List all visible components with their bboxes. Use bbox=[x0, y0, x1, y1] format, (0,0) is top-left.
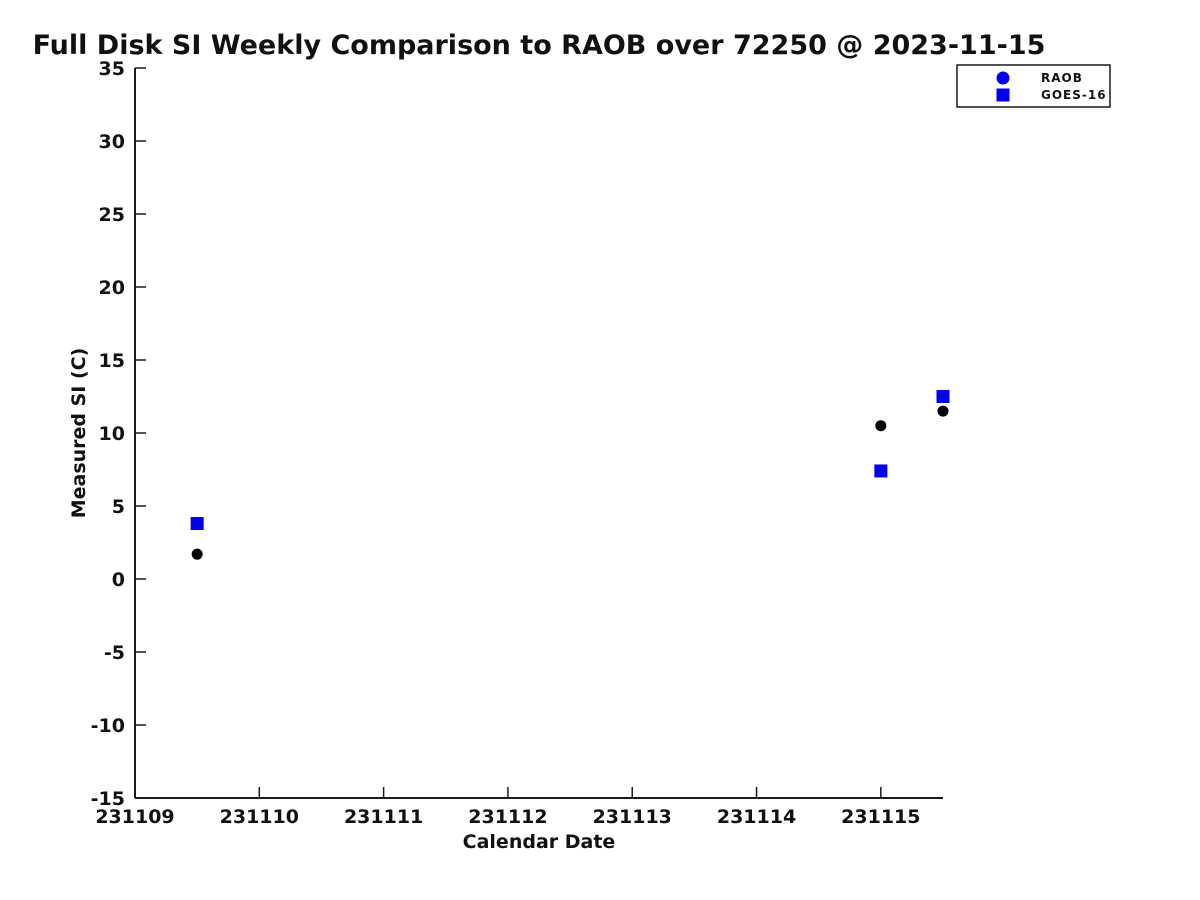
x-tick-label: 231114 bbox=[717, 806, 796, 828]
y-tick-label: 35 bbox=[99, 58, 125, 80]
x-tick-label: 231115 bbox=[841, 806, 920, 828]
x-tick-label: 231113 bbox=[593, 806, 672, 828]
x-axis-label: Calendar Date bbox=[463, 831, 616, 853]
data-points-layer bbox=[190, 390, 950, 560]
y-tick-label: 10 bbox=[99, 423, 125, 445]
y-tick-label: 30 bbox=[99, 131, 125, 153]
x-tick-label: 231111 bbox=[344, 806, 423, 828]
chart-title: Full Disk SI Weekly Comparison to RAOB o… bbox=[33, 30, 1046, 61]
y-tick-label: 15 bbox=[99, 350, 125, 372]
data-point-raob bbox=[875, 420, 887, 432]
legend-box bbox=[956, 64, 1111, 108]
data-point-goes-16 bbox=[874, 464, 888, 478]
data-point-raob bbox=[191, 548, 203, 560]
y-tick-label: 20 bbox=[99, 277, 125, 299]
legend-marker-goes-16 bbox=[996, 88, 1010, 102]
legend: RAOB GOES-16 bbox=[956, 64, 1111, 108]
y-tick-label: -10 bbox=[91, 715, 125, 737]
x-tick-label: 231110 bbox=[220, 806, 299, 828]
y-axis-label: Measured SI (C) bbox=[68, 348, 90, 519]
data-point-goes-16 bbox=[936, 390, 950, 403]
y-tick-label: 0 bbox=[112, 569, 125, 591]
legend-label-goes-16: GOES-16 bbox=[1041, 88, 1107, 102]
y-tick-label: -5 bbox=[104, 642, 125, 664]
data-point-raob bbox=[937, 405, 949, 417]
y-tick-label: -15 bbox=[91, 788, 125, 810]
legend-label-raob: RAOB bbox=[1041, 71, 1083, 85]
y-tick-label: 25 bbox=[99, 204, 125, 226]
y-tick-label: 5 bbox=[112, 496, 125, 518]
data-point-goes-16 bbox=[190, 517, 204, 531]
x-tick-label: 231112 bbox=[468, 806, 547, 828]
x-tick-label: 231109 bbox=[95, 806, 174, 828]
legend-marker-raob bbox=[996, 71, 1010, 85]
axes-layer: -15 -10 -5 0 5 10 15 20 25 30 35 231109 231110 231111… bbox=[91, 58, 943, 828]
